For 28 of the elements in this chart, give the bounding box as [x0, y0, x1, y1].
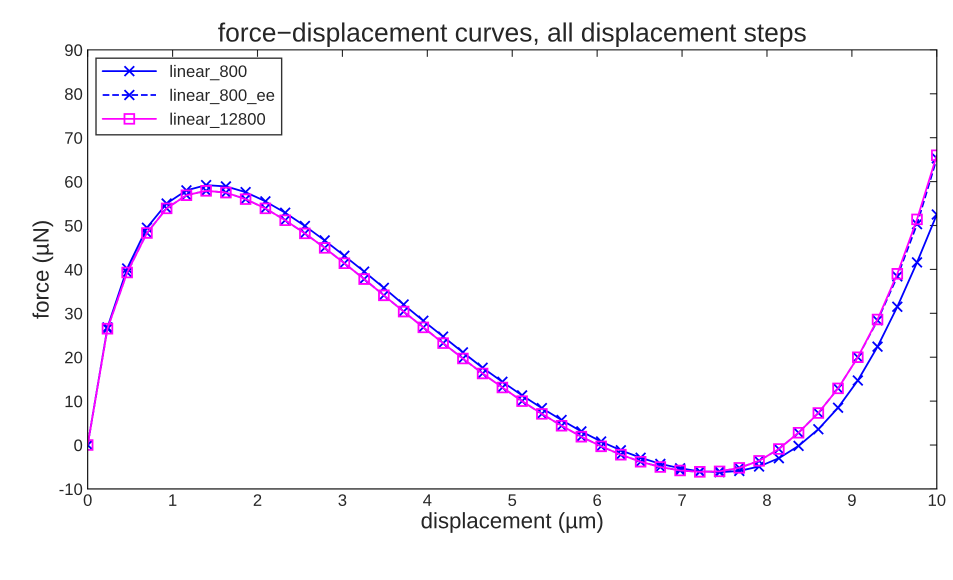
y-tick-label: 10 [66, 396, 82, 408]
y-tick-label: 0 [74, 439, 82, 452]
y-tick-label: 50 [64, 220, 82, 232]
x-tick-label: 4 [423, 494, 432, 506]
y-tick-label: 60 [65, 176, 82, 188]
x-tick-label: 3 [338, 494, 346, 506]
chart-title: force−displacement curves, all displacement steps [218, 22, 806, 48]
x-tick-label: 9 [848, 494, 856, 506]
x-tick-label: 10 [928, 494, 946, 506]
legend-label: linear_800_ee [170, 88, 274, 104]
x-axis-title: displacement (µm) [422, 512, 602, 533]
y-tick-label: 90 [65, 44, 82, 56]
y-tick-label: 20 [65, 352, 82, 364]
x-tick-label: 7 [678, 494, 686, 506]
x-tick-label: 2 [254, 494, 262, 506]
x-tick-label: 1 [169, 494, 176, 506]
y-axis-title: force (µN) [32, 221, 54, 319]
y-tick-label: 70 [65, 132, 82, 144]
x-tick-label: 6 [593, 494, 602, 506]
y-tick-label: 40 [64, 264, 82, 276]
y-tick-label: 80 [65, 88, 82, 100]
y-tick-label: -10 [59, 483, 82, 496]
x-tick-label: 0 [84, 494, 92, 506]
x-tick-label: 8 [763, 494, 771, 506]
y-tick-label: 30 [64, 308, 82, 320]
x-tick-label: 5 [508, 494, 516, 506]
legend-label: linear_800 [170, 64, 247, 80]
legend-label: linear_12800 [170, 112, 266, 128]
